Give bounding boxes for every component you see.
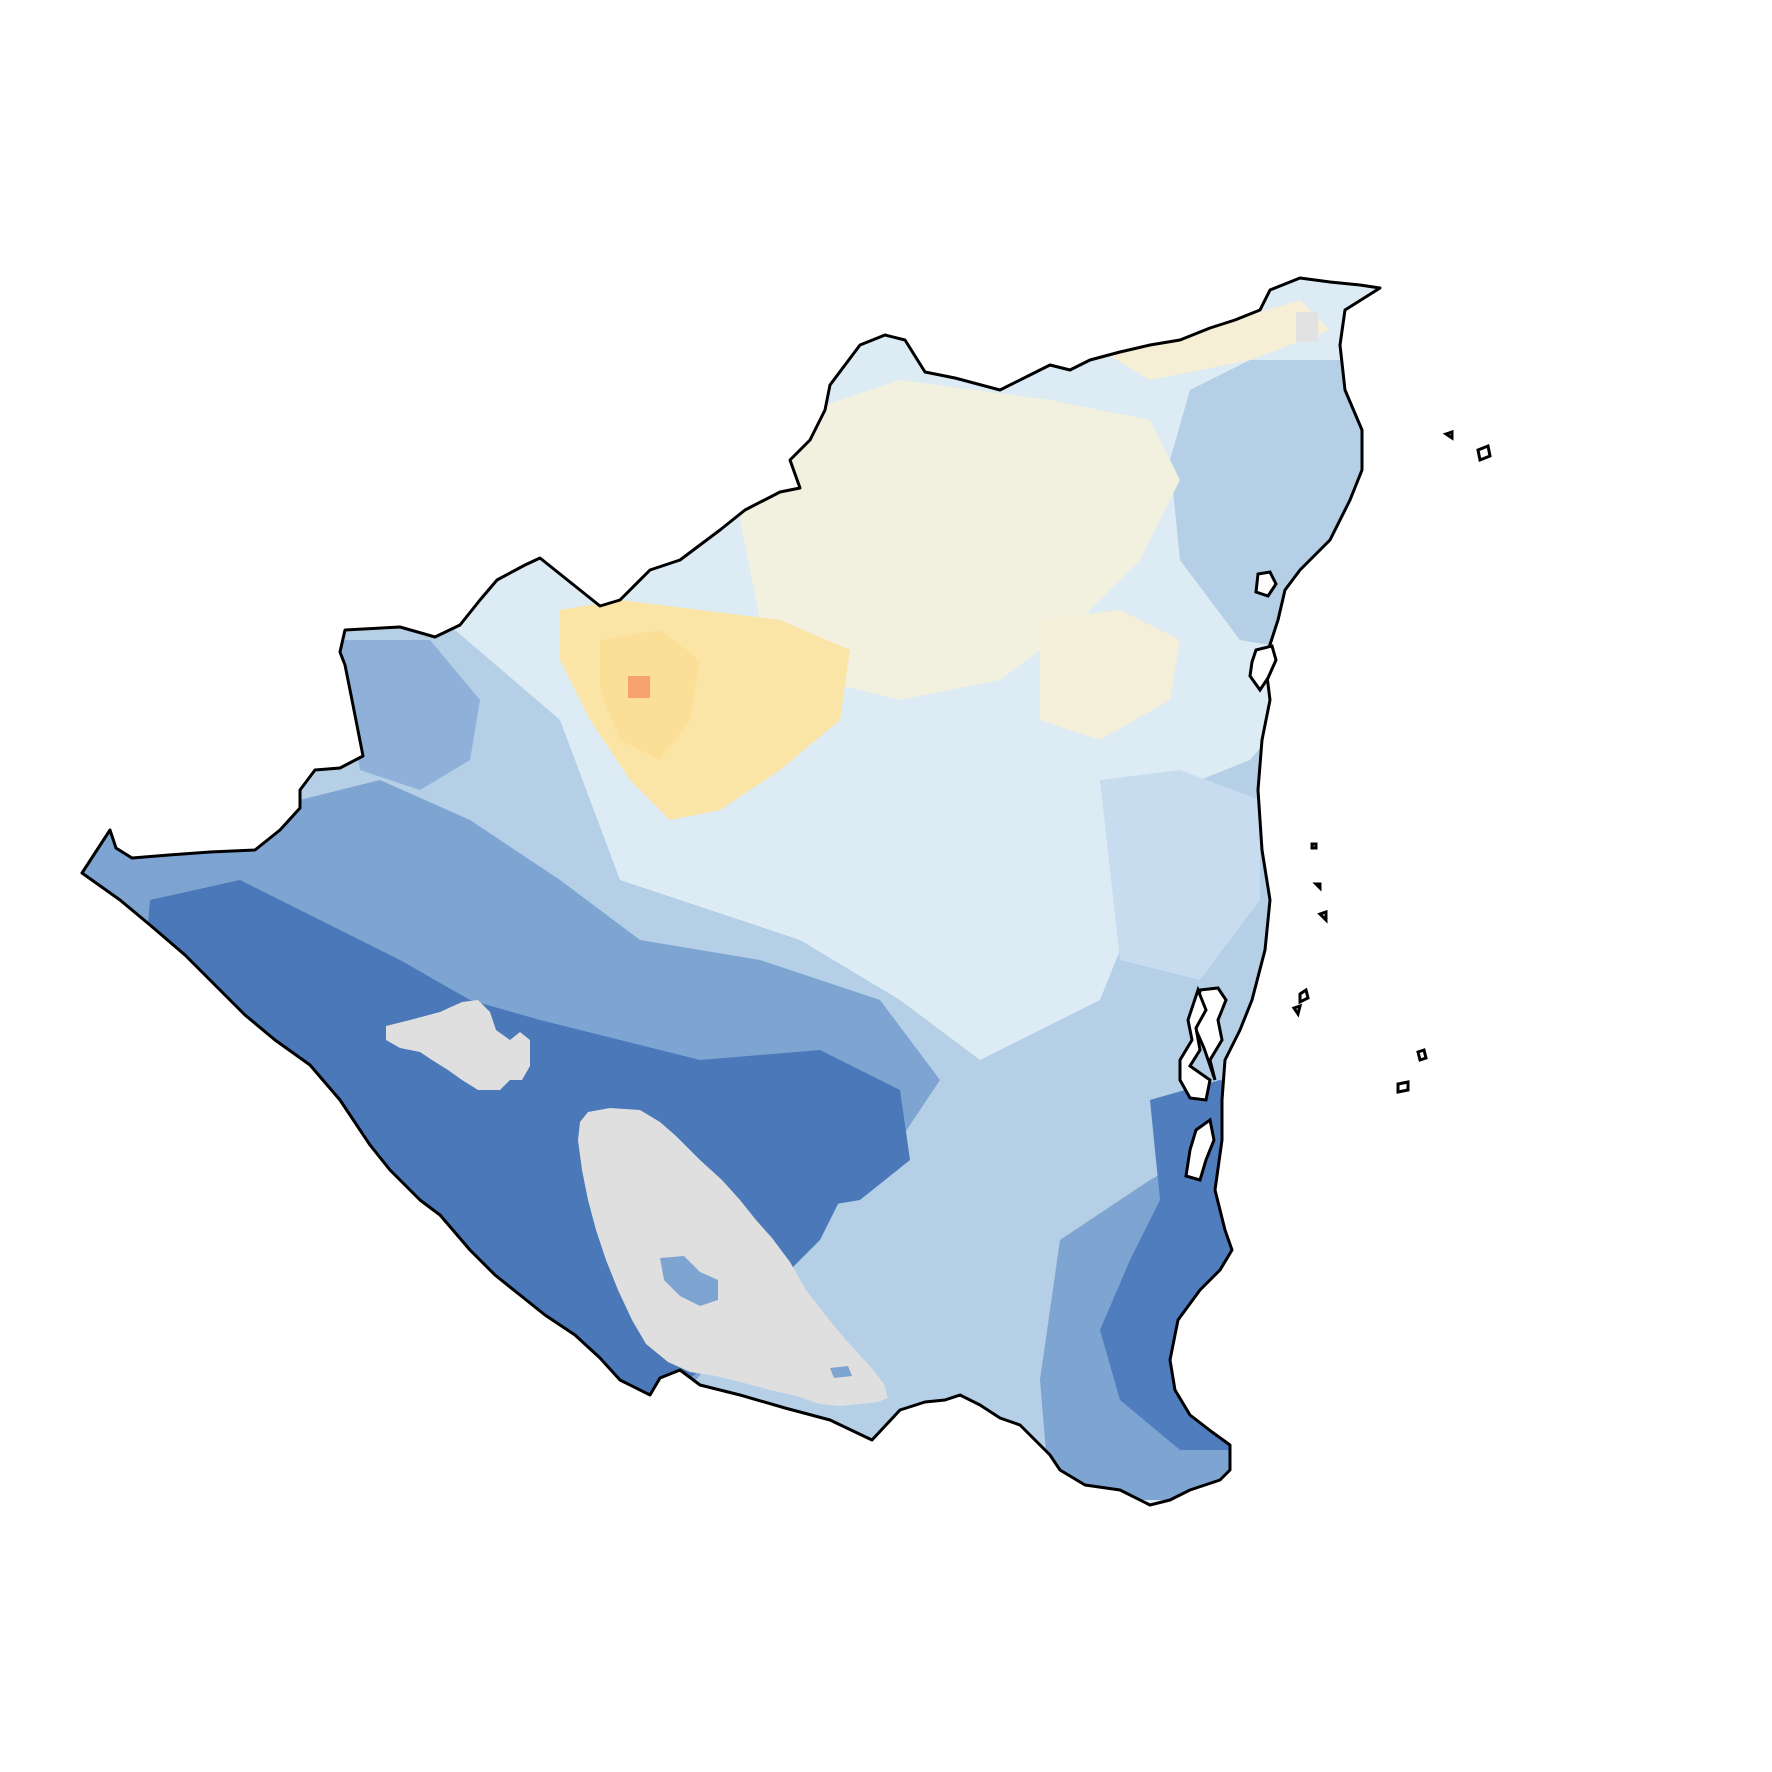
raster-pale-yellow-cape <box>1100 300 1330 380</box>
lake-nicaragua <box>578 1108 888 1406</box>
miskito-cays-2 <box>1442 429 1454 441</box>
miskito-cays-1 <box>1476 443 1492 463</box>
raster-pale-yellow-east <box>1040 610 1180 740</box>
raster-light-blue-northeast <box>1100 770 1260 980</box>
islet-east-1 <box>1310 842 1318 850</box>
islet-east-3 <box>1317 909 1328 924</box>
islet-east-4 <box>1298 987 1310 1005</box>
lagoon-north-2 <box>1248 644 1278 693</box>
lagoon-north-1 <box>1254 570 1278 598</box>
corn-islands-2 <box>1396 1080 1410 1094</box>
islet-east-5 <box>1291 1003 1303 1018</box>
raster-nodata-cape <box>1296 312 1318 342</box>
offshore-islets <box>1291 429 1492 1094</box>
lagoon-south <box>1184 1117 1216 1182</box>
country-outline <box>80 276 1382 1507</box>
raster-deep-blue-south-central <box>700 1050 910 1210</box>
raster-mid-blue-northwest <box>340 640 480 790</box>
lake-nicaragua-island-ometepe <box>660 1256 718 1306</box>
islet-east-2 <box>1312 882 1322 892</box>
raster-orange-hotspot <box>628 676 650 698</box>
lake-nicaragua-islets <box>830 1366 852 1378</box>
lake-managua <box>386 1000 530 1090</box>
lagoon-bluefields <box>1178 985 1212 1102</box>
corn-islands-1 <box>1416 1048 1428 1062</box>
